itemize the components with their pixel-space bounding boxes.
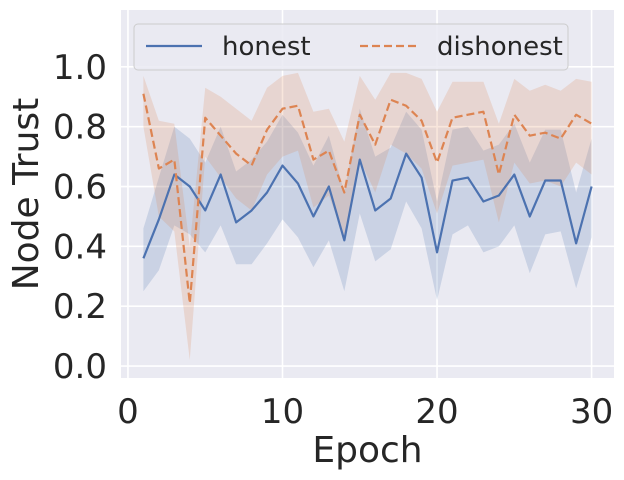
y-tick-label: 0.4: [53, 227, 107, 267]
x-tick-label: 20: [415, 392, 458, 432]
legend-frame: [133, 23, 569, 71]
dishonest-confidence-band: [143, 72, 592, 361]
dishonest-legend-label: dishonest: [437, 32, 563, 62]
x-axis-label: Epoch: [312, 430, 422, 471]
dishonest-series-line: [142, 93, 593, 305]
y-axis-label: Node Trust: [6, 98, 47, 291]
confidence-bands: [143, 72, 592, 361]
y-tick-label: 0.8: [53, 108, 107, 148]
y-tick-labels: 0.0 0.2 0.4 0.6 0.8 1.0: [53, 48, 107, 387]
y-tick-label: 0.6: [53, 168, 107, 208]
y-tick-label: 0.0: [53, 347, 107, 387]
y-tick-label: 1.0: [53, 48, 107, 88]
plot-background: [121, 10, 614, 378]
x-tick-labels: 0 10 20 30: [117, 392, 613, 432]
honest-confidence-band: [143, 108, 592, 301]
x-tick-label: 30: [570, 392, 613, 432]
y-tick-label: 0.2: [53, 287, 107, 327]
series-lines: [142, 93, 593, 305]
legend: honest dishonest: [133, 23, 569, 71]
honest-legend-label: honest: [222, 32, 311, 62]
x-tick-label: 10: [261, 392, 304, 432]
honest-series-line: [142, 152, 593, 259]
x-tick-label: 0: [117, 392, 139, 432]
